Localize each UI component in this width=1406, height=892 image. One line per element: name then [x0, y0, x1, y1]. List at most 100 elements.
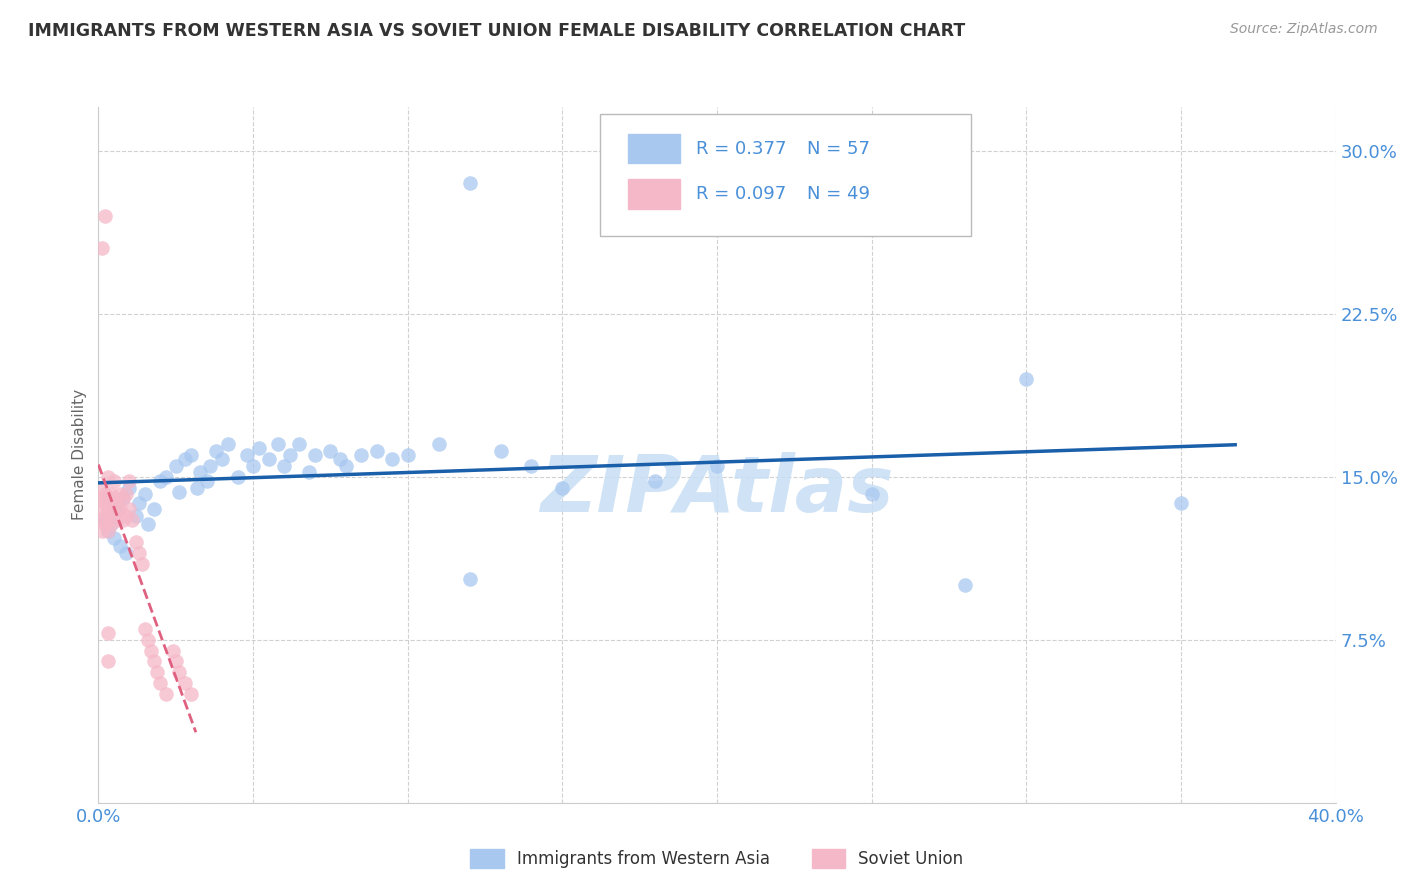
Point [93, 487, 115, 501]
Point [90, 241, 112, 255]
Point [97, 491, 120, 506]
Point [134, 622, 156, 636]
Point [103, 491, 125, 506]
Point [551, 481, 574, 495]
Point [90, 481, 112, 495]
Text: N = 49: N = 49 [807, 185, 870, 203]
Point [165, 458, 187, 473]
Point [108, 487, 131, 501]
Point [174, 452, 197, 467]
Point [100, 517, 122, 532]
Point [180, 448, 202, 462]
Point [97, 469, 120, 483]
Point [205, 443, 228, 458]
Point [115, 508, 138, 523]
Point [103, 502, 125, 516]
Point [134, 487, 156, 501]
Point [319, 443, 342, 458]
Point [381, 452, 404, 467]
Point [90, 502, 112, 516]
Point [860, 487, 883, 501]
Point [155, 687, 177, 701]
Text: N = 57: N = 57 [807, 140, 870, 158]
Point [143, 655, 166, 669]
Point [288, 437, 311, 451]
Point [366, 443, 388, 458]
Point [257, 452, 280, 467]
Point [226, 469, 249, 483]
Point [93, 517, 115, 532]
Point [118, 481, 141, 495]
Point [100, 517, 122, 532]
Point [278, 448, 301, 462]
Point [186, 481, 208, 495]
Point [329, 452, 352, 467]
Point [112, 491, 135, 506]
Point [103, 474, 125, 488]
Point [105, 496, 128, 510]
Point [165, 655, 187, 669]
Point [93, 508, 115, 523]
Point [396, 448, 419, 462]
Point [195, 474, 218, 488]
Point [139, 643, 162, 657]
Point [149, 676, 172, 690]
Point [247, 442, 270, 456]
Point [180, 687, 202, 701]
Point [198, 458, 221, 473]
Point [112, 513, 135, 527]
Point [124, 535, 146, 549]
Point [953, 578, 976, 592]
Point [128, 496, 150, 510]
Point [427, 437, 450, 451]
Point [162, 643, 184, 657]
Point [644, 474, 666, 488]
Point [146, 665, 169, 680]
Point [105, 513, 128, 527]
Point [136, 517, 159, 532]
Point [118, 502, 141, 516]
Point [174, 676, 197, 690]
Point [149, 474, 172, 488]
Point [97, 524, 120, 538]
Point [103, 531, 125, 545]
Point [458, 176, 481, 190]
Point [1170, 496, 1192, 510]
Point [128, 546, 150, 560]
Point [155, 469, 177, 483]
Point [115, 487, 138, 501]
Point [267, 437, 290, 451]
Point [118, 474, 141, 488]
Point [93, 209, 115, 223]
FancyBboxPatch shape [599, 114, 970, 235]
Point [136, 632, 159, 647]
Point [335, 458, 357, 473]
Text: IMMIGRANTS FROM WESTERN ASIA VS SOVIET UNION FEMALE DISABILITY CORRELATION CHART: IMMIGRANTS FROM WESTERN ASIA VS SOVIET U… [28, 22, 966, 40]
Point [167, 484, 190, 499]
Point [97, 655, 120, 669]
Point [131, 557, 153, 571]
Point [105, 502, 128, 516]
Point [108, 539, 131, 553]
Point [124, 508, 146, 523]
Point [190, 466, 212, 480]
Point [298, 466, 321, 480]
Point [115, 546, 138, 560]
Point [93, 496, 115, 510]
Point [1015, 372, 1038, 386]
Point [121, 513, 143, 527]
Point [90, 524, 112, 538]
Point [242, 458, 264, 473]
Point [458, 572, 481, 586]
Text: R = 0.097: R = 0.097 [696, 185, 786, 203]
FancyBboxPatch shape [628, 134, 681, 163]
Point [100, 487, 122, 501]
Point [167, 665, 190, 680]
Point [350, 448, 373, 462]
Point [100, 508, 122, 523]
Point [706, 458, 728, 473]
Text: Source: ZipAtlas.com: Source: ZipAtlas.com [1230, 22, 1378, 37]
Legend: Immigrants from Western Asia, Soviet Union: Immigrants from Western Asia, Soviet Uni… [464, 842, 970, 874]
Point [217, 437, 239, 451]
Point [97, 626, 120, 640]
